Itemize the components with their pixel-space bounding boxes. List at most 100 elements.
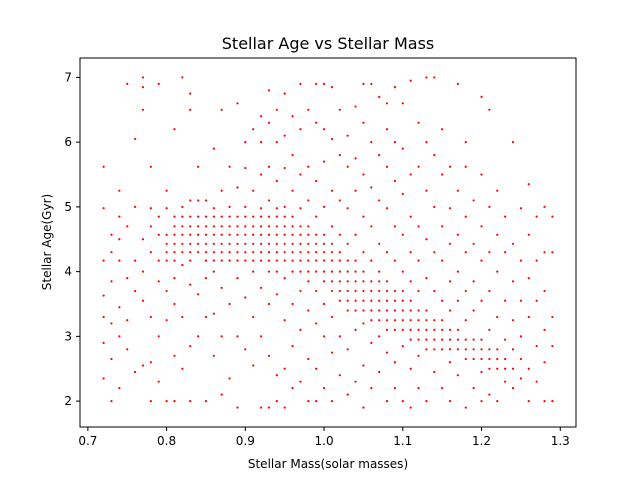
data-point bbox=[259, 225, 263, 228]
data-point bbox=[425, 400, 428, 403]
data-point bbox=[275, 141, 278, 144]
data-point bbox=[370, 141, 373, 144]
data-point bbox=[378, 309, 381, 312]
data-point bbox=[173, 302, 176, 306]
data-point bbox=[307, 400, 310, 403]
data-point bbox=[441, 128, 444, 131]
data-point bbox=[149, 225, 152, 228]
data-point bbox=[307, 108, 310, 111]
data-point bbox=[252, 251, 255, 254]
data-point bbox=[362, 121, 365, 124]
data-point bbox=[173, 225, 176, 228]
data-point bbox=[354, 280, 357, 283]
data-point bbox=[433, 319, 436, 322]
data-point bbox=[315, 322, 318, 325]
data-point bbox=[283, 259, 286, 262]
data-point bbox=[275, 207, 278, 210]
data-point bbox=[189, 259, 192, 262]
data-point bbox=[157, 280, 160, 283]
data-point bbox=[283, 215, 286, 218]
data-point bbox=[393, 289, 397, 293]
data-point bbox=[267, 233, 271, 236]
data-point bbox=[385, 128, 389, 131]
data-point bbox=[354, 259, 357, 262]
data-point bbox=[338, 299, 341, 302]
data-point bbox=[315, 215, 318, 218]
data-point bbox=[409, 406, 412, 409]
data-point bbox=[212, 147, 215, 150]
x-tick-label: 1.2 bbox=[472, 434, 491, 448]
data-point bbox=[330, 225, 334, 228]
data-point bbox=[480, 357, 483, 361]
data-point bbox=[181, 264, 184, 267]
data-point bbox=[307, 251, 310, 254]
data-point bbox=[165, 259, 168, 262]
x-axis-ticks: 0.7 0.8 0.9 1.0 1.1 1.2 1.3 bbox=[78, 427, 570, 448]
data-point bbox=[252, 189, 255, 192]
data-point bbox=[283, 166, 286, 170]
data-point bbox=[511, 387, 515, 390]
data-point bbox=[504, 215, 507, 218]
data-point bbox=[212, 215, 215, 218]
data-point bbox=[425, 76, 428, 79]
data-point bbox=[385, 299, 389, 302]
data-point bbox=[252, 259, 255, 262]
data-point bbox=[441, 259, 444, 262]
data-point bbox=[291, 302, 294, 306]
data-point bbox=[338, 199, 341, 202]
data-point bbox=[322, 128, 326, 131]
data-point bbox=[244, 242, 247, 245]
data-point bbox=[244, 233, 247, 236]
data-point bbox=[480, 370, 483, 374]
data-point bbox=[110, 357, 113, 361]
data-point bbox=[409, 299, 412, 302]
data-point bbox=[401, 344, 404, 348]
data-point bbox=[401, 309, 404, 312]
x-tick-label: 1.1 bbox=[393, 434, 412, 448]
data-point bbox=[433, 76, 436, 79]
data-point bbox=[488, 357, 491, 361]
data-point bbox=[456, 82, 459, 85]
data-point bbox=[527, 233, 530, 236]
data-point bbox=[291, 344, 294, 348]
data-point bbox=[228, 259, 231, 262]
data-point bbox=[425, 328, 428, 331]
data-point bbox=[267, 225, 271, 228]
data-point bbox=[496, 357, 499, 361]
data-point bbox=[102, 377, 105, 380]
data-point bbox=[378, 280, 381, 283]
data-point bbox=[228, 233, 231, 236]
data-point bbox=[480, 338, 483, 341]
data-point bbox=[291, 225, 294, 228]
data-point bbox=[322, 259, 326, 262]
data-point bbox=[291, 189, 294, 192]
data-point bbox=[220, 259, 223, 262]
data-point bbox=[330, 280, 334, 283]
data-point bbox=[409, 338, 412, 341]
data-point bbox=[259, 115, 263, 118]
data-point bbox=[488, 289, 491, 293]
data-point bbox=[189, 225, 192, 228]
data-point bbox=[330, 189, 334, 192]
data-point bbox=[197, 251, 200, 254]
data-point bbox=[259, 251, 263, 254]
data-point bbox=[220, 225, 223, 228]
data-point bbox=[299, 173, 302, 176]
data-point bbox=[165, 251, 168, 254]
data-point bbox=[236, 259, 239, 262]
data-point bbox=[504, 357, 507, 361]
data-point bbox=[354, 289, 357, 293]
data-point bbox=[448, 309, 452, 312]
data-point bbox=[252, 215, 255, 218]
data-point bbox=[535, 299, 538, 302]
data-point bbox=[252, 270, 255, 273]
data-point bbox=[456, 270, 459, 273]
data-point bbox=[464, 357, 467, 361]
data-point bbox=[197, 199, 200, 202]
data-point bbox=[362, 299, 365, 302]
data-point bbox=[496, 189, 499, 192]
data-point bbox=[425, 309, 428, 312]
data-point bbox=[126, 319, 129, 322]
data-point bbox=[244, 225, 247, 228]
data-point bbox=[181, 242, 184, 245]
